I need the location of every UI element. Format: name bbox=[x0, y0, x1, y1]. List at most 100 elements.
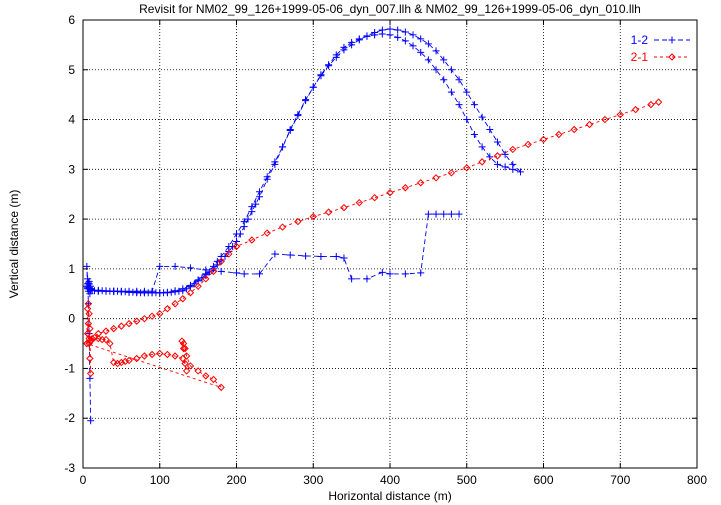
data-point-1-2 bbox=[271, 250, 279, 258]
series-2-1 bbox=[83, 98, 663, 392]
data-point-1-2 bbox=[432, 210, 440, 218]
data-point-1-2 bbox=[179, 285, 187, 293]
y-tick-label: 4 bbox=[68, 113, 75, 127]
data-point-1-2 bbox=[286, 251, 294, 259]
series-line-1-2 bbox=[86, 28, 521, 421]
data-point-1-2 bbox=[401, 28, 409, 36]
data-point-2-1 bbox=[85, 339, 93, 348]
legend-marker-1-2 bbox=[668, 36, 676, 44]
data-point-1-2 bbox=[171, 262, 179, 270]
data-point-2-1 bbox=[616, 110, 624, 119]
x-tick-label: 700 bbox=[610, 473, 630, 487]
data-point-2-1 bbox=[133, 354, 141, 363]
data-point-2-1 bbox=[478, 158, 486, 166]
y-axis-label: Vertical distance (m) bbox=[7, 190, 21, 299]
y-tick-label: 0 bbox=[68, 312, 75, 326]
data-point-1-2 bbox=[248, 203, 256, 211]
data-point-2-1 bbox=[340, 203, 348, 212]
data-point-1-2 bbox=[401, 37, 409, 45]
data-point-2-1 bbox=[163, 305, 172, 313]
data-point-1-2 bbox=[317, 252, 325, 260]
data-point-1-2 bbox=[171, 287, 179, 295]
data-point-2-1 bbox=[217, 257, 225, 266]
series-line-2-1 bbox=[85, 101, 659, 388]
data-point-1-2 bbox=[378, 268, 386, 276]
data-point-2-1 bbox=[148, 350, 156, 359]
data-point-2-1 bbox=[181, 344, 189, 353]
data-point-2-1 bbox=[156, 309, 164, 318]
y-tick-label: -2 bbox=[64, 411, 75, 425]
data-point-1-2 bbox=[432, 47, 440, 55]
data-point-1-2 bbox=[348, 41, 356, 49]
data-point-1-2 bbox=[156, 289, 164, 297]
data-point-1-2 bbox=[240, 270, 248, 278]
data-point-2-1 bbox=[539, 135, 548, 144]
data-point-1-2 bbox=[470, 130, 478, 138]
data-point-1-2 bbox=[363, 275, 371, 283]
data-point-2-1 bbox=[109, 324, 118, 333]
data-point-1-2 bbox=[140, 287, 148, 295]
x-tick-label: 100 bbox=[150, 473, 170, 487]
data-point-2-1 bbox=[186, 362, 195, 370]
data-point-1-2 bbox=[252, 200, 260, 208]
data-point-2-1 bbox=[432, 174, 440, 182]
data-point-1-2 bbox=[186, 281, 194, 289]
data-point-1-2 bbox=[417, 48, 425, 56]
data-point-1-2 bbox=[102, 287, 110, 295]
data-point-1-2 bbox=[432, 66, 440, 74]
data-point-1-2 bbox=[409, 42, 417, 50]
y-tick-label: 3 bbox=[68, 162, 75, 176]
grid bbox=[83, 20, 697, 468]
y-tick-label: 5 bbox=[68, 63, 75, 77]
data-point-1-2 bbox=[463, 88, 471, 96]
data-point-1-2 bbox=[371, 28, 379, 36]
data-point-1-2 bbox=[332, 252, 340, 260]
data-point-1-2 bbox=[478, 113, 486, 121]
data-point-2-1 bbox=[113, 359, 122, 368]
x-tick-label: 800 bbox=[687, 473, 707, 487]
legend-marker-2-1 bbox=[668, 53, 676, 61]
data-point-1-2 bbox=[493, 160, 501, 168]
data-point-2-1 bbox=[309, 212, 317, 221]
data-point-1-2 bbox=[424, 210, 432, 218]
data-point-1-2 bbox=[125, 287, 133, 295]
data-point-1-2 bbox=[424, 56, 432, 64]
data-point-1-2 bbox=[332, 53, 340, 61]
data-point-1-2 bbox=[386, 25, 394, 33]
data-point-1-2 bbox=[409, 31, 417, 39]
data-point-1-2 bbox=[271, 158, 279, 166]
data-point-2-1 bbox=[524, 140, 532, 149]
data-point-2-1 bbox=[248, 236, 256, 244]
data-point-1-2 bbox=[87, 417, 95, 425]
data-point-1-2 bbox=[340, 46, 348, 54]
data-point-2-1 bbox=[140, 352, 149, 360]
data-point-2-1 bbox=[85, 309, 93, 318]
data-point-1-2 bbox=[455, 76, 463, 84]
data-point-2-1 bbox=[217, 383, 225, 392]
data-point-1-2 bbox=[493, 138, 501, 146]
data-point-2-1 bbox=[86, 369, 95, 378]
data-point-2-1 bbox=[416, 179, 425, 187]
data-point-1-2 bbox=[486, 126, 494, 134]
data-point-1-2 bbox=[156, 262, 164, 270]
data-point-1-2 bbox=[286, 127, 294, 135]
data-point-1-2 bbox=[478, 143, 486, 151]
data-point-1-2 bbox=[463, 116, 471, 124]
data-point-1-2 bbox=[279, 143, 287, 151]
data-point-2-1 bbox=[647, 100, 655, 109]
data-point-2-1 bbox=[355, 198, 364, 207]
legend-label-1-2: 1-2 bbox=[631, 33, 649, 47]
y-tick-label: -1 bbox=[64, 361, 75, 375]
data-point-2-1 bbox=[631, 105, 640, 114]
data-point-1-2 bbox=[417, 35, 425, 43]
data-point-2-1 bbox=[194, 282, 202, 291]
data-point-1-2 bbox=[440, 210, 448, 218]
data-point-1-2 bbox=[225, 242, 233, 250]
data-point-1-2 bbox=[440, 56, 448, 64]
legend-label-2-1: 2-1 bbox=[631, 50, 649, 64]
data-point-1-2 bbox=[325, 62, 333, 70]
series-1-2 bbox=[83, 25, 524, 425]
data-point-2-1 bbox=[171, 352, 179, 360]
data-point-2-1 bbox=[294, 217, 302, 226]
data-point-1-2 bbox=[317, 72, 325, 80]
